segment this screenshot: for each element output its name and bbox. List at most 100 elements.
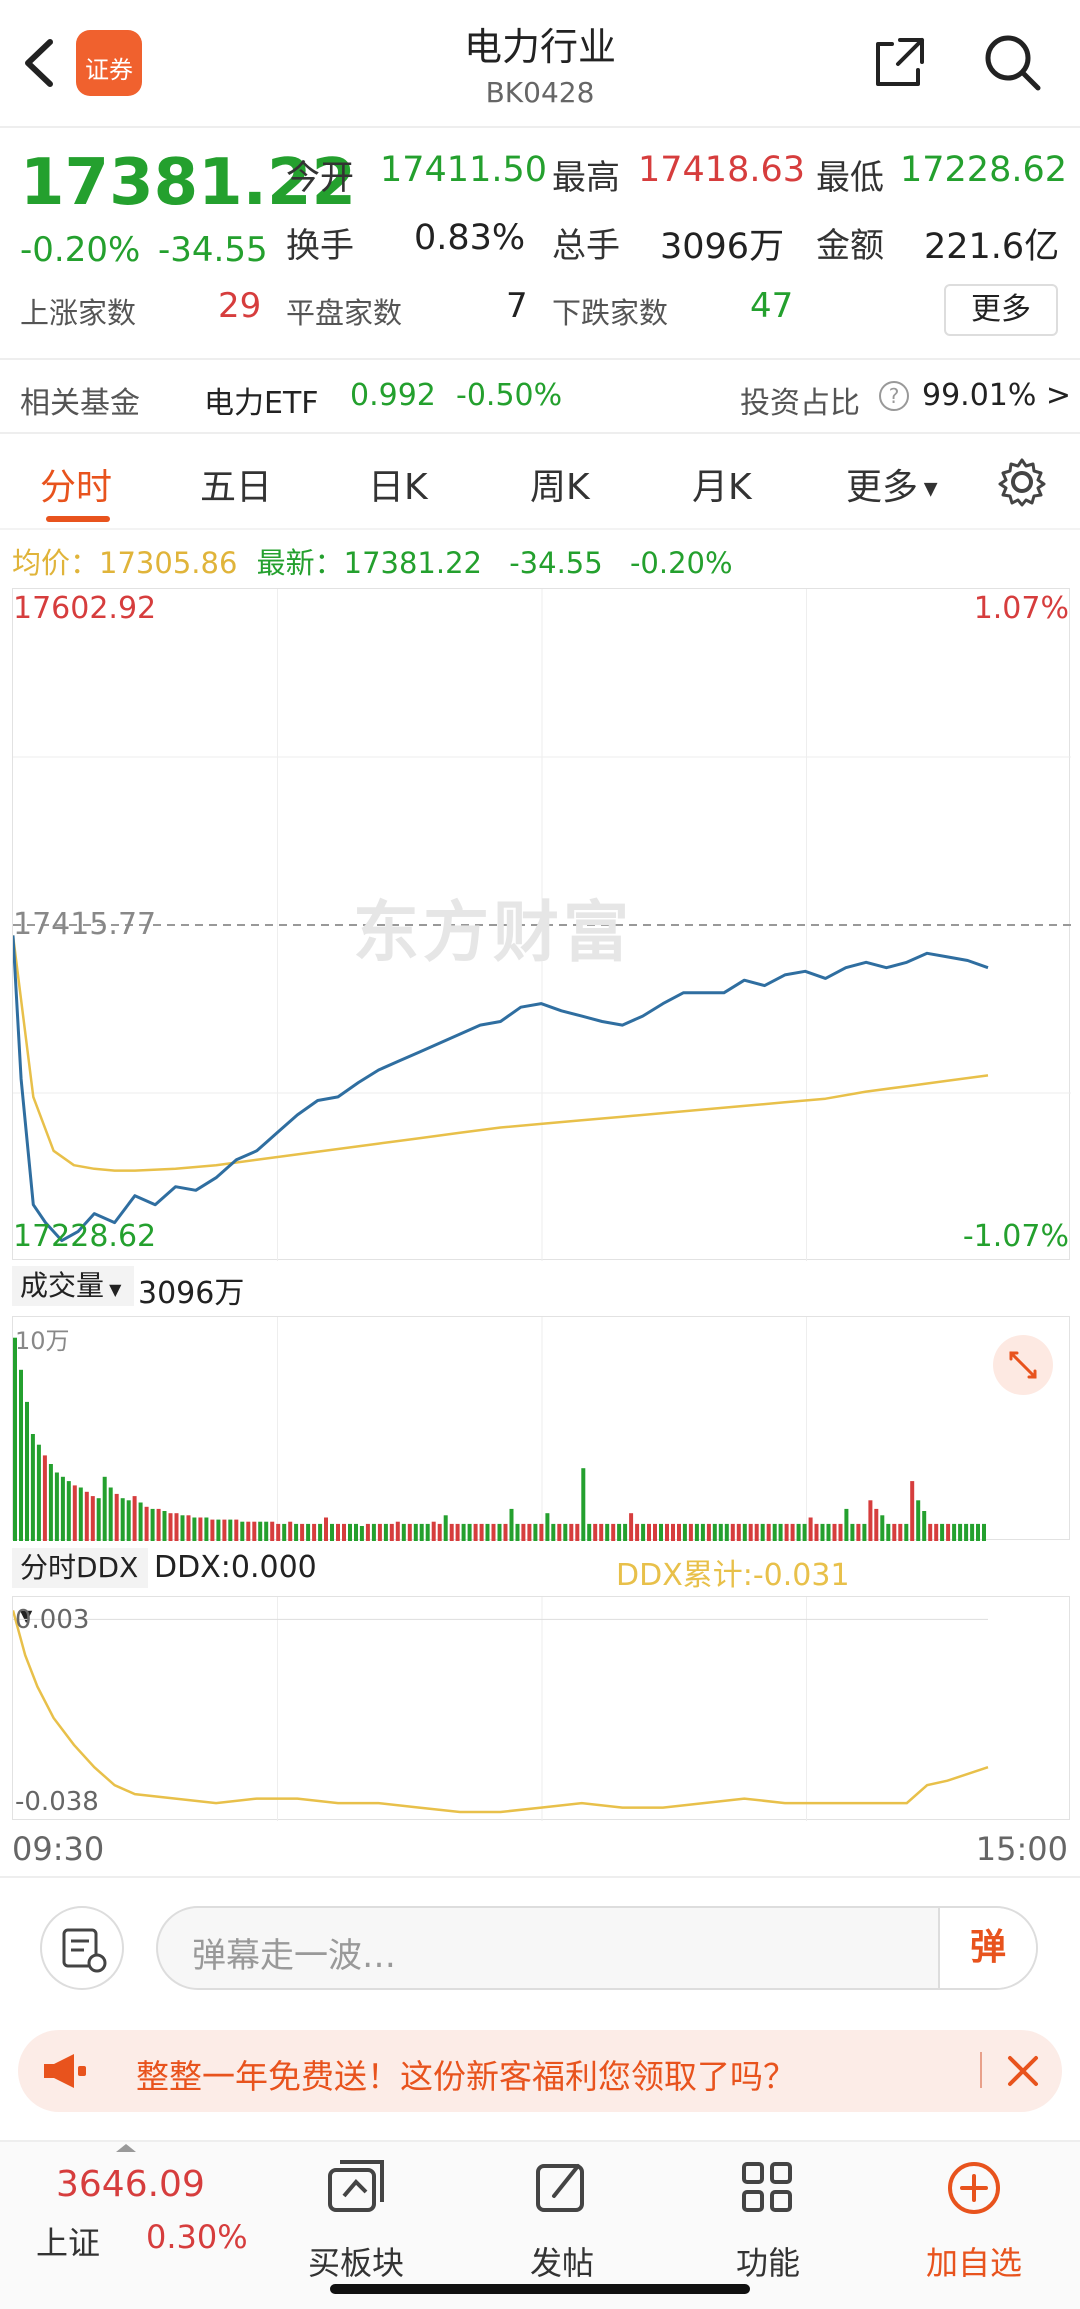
fund-name[interactable]: 电力ETF bbox=[204, 386, 319, 421]
help-icon[interactable]: ? bbox=[878, 380, 910, 412]
tab-monthly-k[interactable]: 月K bbox=[692, 467, 752, 508]
functions-button[interactable]: 功能 bbox=[698, 2152, 838, 2282]
add-watchlist-button[interactable]: 加自选 bbox=[904, 2152, 1044, 2282]
down-count: 47 bbox=[750, 286, 794, 326]
volume-bar bbox=[354, 1523, 358, 1541]
related-fund-label: 相关基金 bbox=[20, 386, 140, 421]
volume-bar bbox=[623, 1523, 628, 1541]
volume-value: 3096万 bbox=[660, 227, 785, 267]
index-value[interactable]: 3646.09 bbox=[56, 2164, 205, 2205]
search-icon[interactable] bbox=[982, 32, 1044, 94]
volume-bar bbox=[294, 1523, 299, 1541]
close-icon[interactable] bbox=[1006, 2054, 1040, 2088]
volume-bar bbox=[228, 1519, 233, 1541]
low-value: 17228.62 bbox=[900, 150, 1068, 190]
ddx-indicator-select[interactable]: 分时DDX ▼ bbox=[12, 1548, 148, 1625]
share-icon[interactable] bbox=[872, 34, 928, 90]
volume-bar bbox=[330, 1523, 334, 1541]
danmaku-input[interactable]: 弹幕走一波… 弹 bbox=[156, 1906, 1038, 1990]
volume-bar bbox=[162, 1511, 167, 1541]
volume-bar bbox=[647, 1523, 651, 1541]
last-price: 17381.22 bbox=[20, 146, 357, 220]
y-mid-label: 17415.77 bbox=[13, 907, 157, 942]
volume-bar bbox=[114, 1493, 119, 1541]
tab-intraday[interactable]: 分时 bbox=[40, 467, 113, 508]
volume-bar bbox=[66, 1481, 71, 1541]
volume-indicator-select[interactable]: 成交量 ▼ bbox=[12, 1266, 134, 1306]
volume-bar bbox=[13, 1337, 17, 1541]
volume-bar bbox=[365, 1523, 370, 1541]
grid-icon bbox=[742, 2162, 792, 2212]
volume-bar bbox=[736, 1523, 741, 1541]
volume-label: 总手 bbox=[552, 226, 620, 266]
volume-bar bbox=[724, 1523, 729, 1541]
up-count: 29 bbox=[218, 286, 262, 326]
volume-bar bbox=[760, 1523, 765, 1541]
volume-bar bbox=[527, 1523, 532, 1541]
avg-price-line bbox=[13, 935, 989, 1172]
promo-text: 整整一年免费送！这份新客福利您领取了吗？ bbox=[136, 2057, 796, 2096]
tab-more[interactable]: 更多 ▼ bbox=[846, 458, 938, 510]
volume-bar bbox=[216, 1519, 221, 1541]
buy-sector-button[interactable]: 买板块 bbox=[286, 2152, 426, 2282]
tab-weekly-k[interactable]: 周K bbox=[530, 467, 590, 508]
volume-bar bbox=[557, 1523, 562, 1541]
volume-bar bbox=[599, 1523, 604, 1541]
volume-bar bbox=[54, 1472, 59, 1541]
volume-bar bbox=[653, 1523, 657, 1541]
svg-text:?: ? bbox=[889, 384, 900, 408]
caret-up-icon bbox=[116, 2144, 136, 2152]
turnover-label: 换手 bbox=[286, 226, 354, 266]
open-label: 今开 bbox=[286, 158, 354, 198]
volume-bar bbox=[712, 1523, 717, 1541]
volume-bar bbox=[336, 1523, 340, 1541]
volume-bar bbox=[808, 1517, 813, 1541]
total-volume: 3096万 bbox=[138, 1276, 245, 1311]
volume-bar bbox=[730, 1523, 735, 1541]
volume-bar bbox=[694, 1523, 699, 1541]
volume-bar bbox=[395, 1521, 400, 1541]
investment-ratio[interactable]: 99.01% > bbox=[922, 378, 1072, 413]
add-circle-icon bbox=[948, 2162, 1000, 2214]
volume-bar bbox=[952, 1523, 957, 1541]
volume-bar bbox=[617, 1523, 622, 1541]
volume-bar bbox=[485, 1523, 490, 1541]
avg-price: 17305.86 bbox=[99, 546, 238, 580]
change-pct: -0.20% bbox=[20, 230, 141, 270]
tab-daily-k[interactable]: 日K bbox=[368, 467, 428, 508]
volume-bar bbox=[407, 1523, 412, 1541]
index-name: 上证 bbox=[36, 2224, 101, 2262]
promo-banner[interactable]: 整整一年免费送！这份新客福利您领取了吗？ bbox=[18, 2030, 1062, 2112]
volume-bar bbox=[252, 1521, 257, 1541]
settings-icon[interactable] bbox=[996, 456, 1048, 508]
volume-bar bbox=[563, 1523, 568, 1541]
expand-button[interactable] bbox=[993, 1335, 1053, 1395]
expand-icon bbox=[1009, 1351, 1037, 1379]
intraday-price-chart[interactable]: 东方财富 17602.92 1.07% 17415.77 17228.62 -1… bbox=[12, 588, 1071, 1261]
back-icon[interactable] bbox=[18, 38, 62, 88]
volume-bar bbox=[718, 1523, 723, 1541]
danmaku-send-button[interactable]: 弹 bbox=[938, 1908, 1036, 1988]
volume-bar bbox=[174, 1513, 179, 1541]
ddx-value: DDX:0.000 bbox=[154, 1550, 317, 1585]
time-end-label: 15:00 bbox=[975, 1830, 1068, 1868]
low-label: 最低 bbox=[816, 158, 884, 198]
tab-five-day[interactable]: 五日 bbox=[200, 467, 273, 508]
volume-bar bbox=[318, 1523, 323, 1541]
comment-list-button[interactable] bbox=[40, 1906, 124, 1990]
more-button[interactable]: 更多 bbox=[944, 284, 1058, 336]
volume-bar bbox=[276, 1523, 281, 1541]
flat-count-label: 平盘家数 bbox=[286, 296, 403, 330]
volume-bar bbox=[802, 1523, 807, 1541]
up-count-label: 上涨家数 bbox=[20, 296, 137, 330]
volume-bar bbox=[497, 1523, 502, 1541]
volume-bar bbox=[491, 1523, 496, 1541]
ddx-chart: 0.003 -0.038 bbox=[12, 1596, 1070, 1821]
volume-bar bbox=[180, 1515, 185, 1541]
securities-logo[interactable]: 证券 bbox=[76, 30, 142, 96]
volume-bar bbox=[754, 1523, 759, 1541]
amount-value: 221.6亿 bbox=[924, 227, 1060, 267]
high-label: 最高 bbox=[552, 158, 620, 198]
volume-bar bbox=[258, 1521, 263, 1541]
post-button[interactable]: 发帖 bbox=[492, 2152, 632, 2282]
